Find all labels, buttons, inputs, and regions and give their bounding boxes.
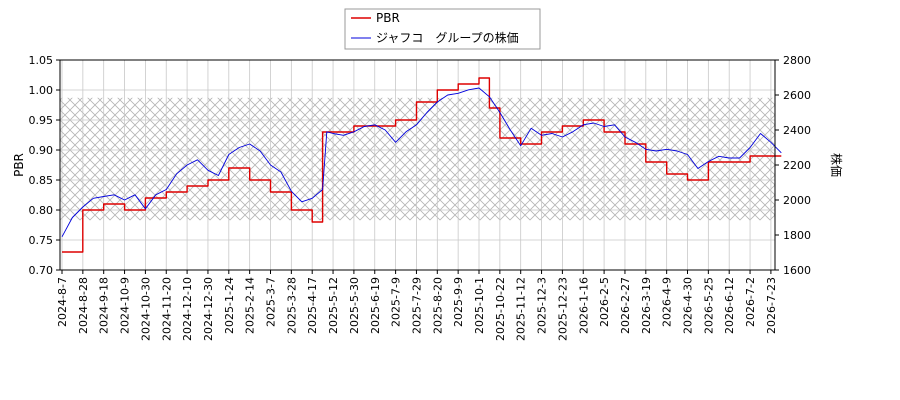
x-tick-label: 2025-7-9	[390, 277, 403, 327]
legend-label-price: ジャフコ グループの株価	[376, 30, 519, 45]
left-tick-label: 0.90	[29, 144, 54, 157]
x-tick-label: 2026-4-9	[661, 277, 674, 327]
legend: PBR ジャフコ グループの株価	[344, 8, 541, 50]
left-tick-label: 0.75	[29, 234, 54, 247]
x-tick-label: 2025-11-12	[515, 277, 528, 341]
grid	[60, 59, 775, 271]
x-tick-label: 2025-5-12	[327, 277, 340, 334]
left-tick-label: 0.80	[29, 204, 54, 217]
shaded-band	[60, 97, 775, 221]
x-tick-label: 2025-8-20	[431, 277, 444, 334]
left-tick-label: 1.05	[29, 54, 54, 67]
right-tick-label: 2000	[783, 194, 811, 207]
right-tick-label: 2600	[783, 89, 811, 102]
x-tick-label: 2024-9-18	[98, 277, 111, 334]
series-line-price	[61, 87, 782, 238]
left-tick-label: 1.00	[29, 84, 54, 97]
x-tick-label: 2024-8-7	[56, 277, 69, 327]
x-tick-label: 2026-4-30	[682, 277, 695, 334]
x-tick-label: 2025-3-7	[265, 277, 278, 327]
right-tick-label: 2800	[783, 54, 811, 67]
x-tick-label: 2026-6-12	[723, 277, 736, 334]
x-tick-label: 2025-12-3	[536, 277, 549, 334]
x-tick-label: 2024-12-10	[181, 277, 194, 341]
x-axis: 2024-8-7 2024-8-28 2024-9-18 2024-10-9 2024-…	[56, 270, 778, 341]
x-tick-label: 2024-10-9	[119, 277, 132, 334]
x-tick-label: 2026-5-25	[702, 277, 715, 334]
right-tick-label: 2400	[783, 124, 811, 137]
right-axis: 1600 1800 2000 2200 2400 2600 2800	[775, 54, 811, 277]
x-tick-label: 2025-7-29	[410, 277, 423, 334]
x-tick-label: 2025-10-22	[494, 277, 507, 341]
x-tick-label: 2025-4-17	[306, 277, 319, 334]
x-tick-label: 2025-2-14	[244, 277, 257, 334]
x-tick-label: 2026-7-2	[744, 277, 757, 327]
left-axis: 0.70 0.75 0.80 0.85 0.90 0.95 1.00 1.05	[29, 54, 60, 277]
x-tick-label: 2025-10-1	[473, 277, 486, 334]
left-tick-label: 0.95	[29, 114, 54, 127]
x-tick-label: 2025-5-30	[348, 277, 361, 334]
legend-box	[344, 8, 541, 50]
y-axis-title-right: 株価	[829, 153, 844, 177]
right-tick-label: 1600	[783, 264, 811, 277]
x-tick-label: 2026-1-16	[577, 277, 590, 334]
x-tick-label: 2025-1-24	[223, 277, 236, 334]
x-tick-label: 2024-10-30	[139, 277, 152, 341]
legend-label-pbr: PBR	[376, 11, 400, 25]
x-tick-label: 2025-12-23	[556, 277, 569, 341]
x-tick-label: 2024-12-30	[202, 277, 215, 341]
left-tick-label: 0.85	[29, 174, 54, 187]
series-layer	[61, 77, 782, 253]
x-tick-label: 2025-6-19	[369, 277, 382, 334]
x-tick-label: 2024-11-20	[160, 277, 173, 341]
right-tick-label: 1800	[783, 229, 811, 242]
x-tick-label: 2026-2-5	[598, 277, 611, 327]
x-tick-label: 2025-3-28	[285, 277, 298, 334]
x-tick-label: 2025-9-9	[452, 277, 465, 327]
left-tick-label: 0.70	[29, 264, 54, 277]
shaded-band-fill	[60, 97, 775, 221]
x-tick-label: 2024-8-28	[77, 277, 90, 334]
x-tick-label: 2026-7-23	[765, 277, 778, 334]
y-axis-title-left: PBR	[12, 153, 26, 177]
x-tick-label: 2026-3-19	[640, 277, 653, 334]
series-line-pbr	[62, 77, 782, 253]
x-tick-label: 2026-2-27	[619, 277, 632, 334]
right-tick-label: 2200	[783, 159, 811, 172]
